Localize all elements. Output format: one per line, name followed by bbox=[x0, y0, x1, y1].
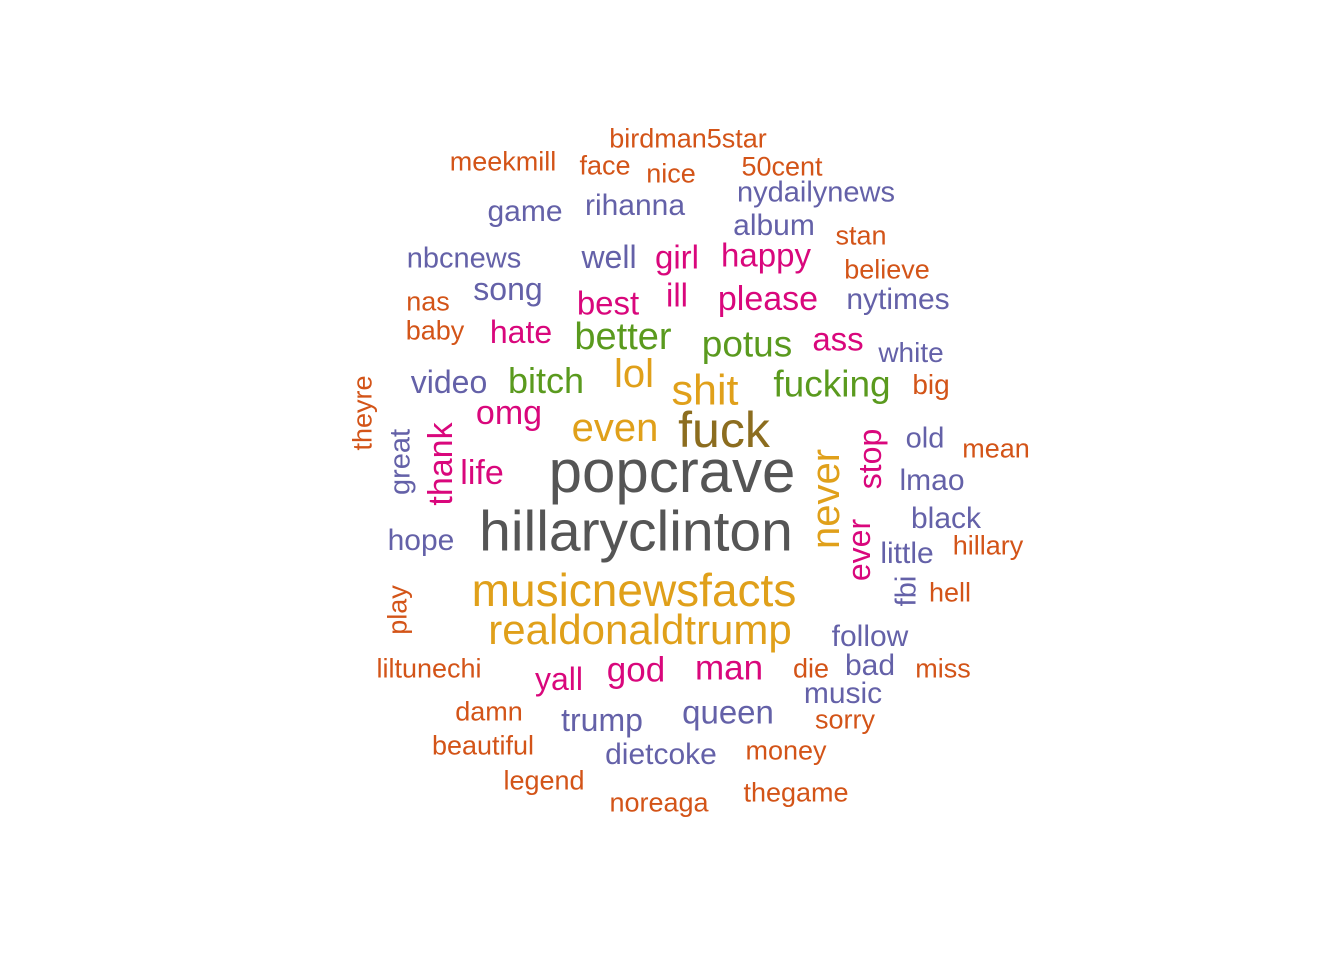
word-never: never bbox=[804, 448, 848, 550]
word-potus: potus bbox=[701, 323, 793, 365]
word-girl: girl bbox=[654, 238, 700, 276]
word-fuck: fuck bbox=[678, 402, 770, 458]
word-big: big bbox=[912, 369, 950, 400]
word-hillaryclinton: hillaryclinton bbox=[479, 499, 793, 564]
word-mean: mean bbox=[962, 433, 1030, 464]
word-noreaga: noreaga bbox=[609, 787, 709, 818]
word-beautiful: beautiful bbox=[431, 730, 535, 761]
word-fbi: fbi bbox=[890, 575, 923, 607]
word-even: even bbox=[571, 406, 659, 450]
word-face: face bbox=[579, 150, 631, 181]
word-ill: ill bbox=[666, 276, 688, 314]
word-popcrave: popcrave bbox=[548, 438, 796, 505]
word-sorry: sorry bbox=[815, 704, 875, 735]
word-thegame: thegame bbox=[743, 777, 849, 808]
word-lol: lol bbox=[613, 352, 655, 396]
word-album: album bbox=[733, 209, 815, 242]
word-man: man bbox=[694, 648, 764, 688]
word-thank: thank bbox=[422, 422, 460, 506]
word-nydailynews: nydailynews bbox=[737, 176, 895, 209]
word-better: better bbox=[574, 316, 672, 358]
word-theyre: theyre bbox=[347, 375, 378, 451]
word-follow: follow bbox=[831, 620, 909, 653]
word-50cent: 50cent bbox=[741, 151, 823, 182]
word-fucking: fucking bbox=[773, 363, 891, 405]
word-bitch: bitch bbox=[507, 360, 585, 401]
word-well: well bbox=[581, 239, 637, 275]
word-hell: hell bbox=[928, 577, 972, 608]
word-game: game bbox=[487, 195, 563, 228]
word-ever: ever bbox=[841, 518, 877, 582]
word-legend: legend bbox=[503, 765, 585, 796]
word-believe: believe bbox=[844, 254, 930, 285]
word-nytimes: nytimes bbox=[846, 283, 950, 316]
word-play: play bbox=[382, 585, 413, 635]
word-video: video bbox=[410, 364, 488, 400]
word-stan: stan bbox=[835, 220, 887, 251]
word-nbcnews: nbcnews bbox=[406, 242, 522, 275]
word-hillary: hillary bbox=[952, 530, 1024, 561]
word-best: best bbox=[576, 284, 640, 322]
word-hope: hope bbox=[387, 524, 455, 557]
word-trump: trump bbox=[561, 702, 643, 738]
word-musicnewsfacts: musicnewsfacts bbox=[471, 564, 797, 616]
word-liltunechi: liltunechi bbox=[376, 653, 482, 684]
word-nas: nas bbox=[406, 286, 450, 317]
word-rihanna: rihanna bbox=[584, 189, 686, 222]
word-queen: queen bbox=[682, 693, 774, 731]
word-great: great bbox=[384, 428, 417, 496]
word-damn: damn bbox=[455, 696, 523, 727]
word-music: music bbox=[803, 677, 883, 710]
word-nice: nice bbox=[646, 158, 696, 189]
word-white: white bbox=[878, 337, 944, 368]
word-stop: stop bbox=[852, 428, 888, 490]
word-hate: hate bbox=[489, 314, 553, 350]
word-lmao: lmao bbox=[899, 464, 965, 497]
word-bad: bad bbox=[844, 649, 896, 682]
word-old: old bbox=[905, 422, 945, 455]
word-ass: ass bbox=[812, 320, 864, 358]
word-shit: shit bbox=[671, 366, 739, 415]
word-song: song bbox=[473, 271, 543, 307]
word-die: die bbox=[792, 653, 830, 684]
word-life: life bbox=[460, 454, 504, 492]
word-dietcoke: dietcoke bbox=[605, 738, 717, 771]
word-omg: omg bbox=[475, 394, 543, 432]
word-please: please bbox=[717, 280, 819, 318]
word-birdman5star: birdman5star bbox=[609, 123, 767, 154]
word-baby: baby bbox=[405, 315, 465, 346]
word-yall: yall bbox=[534, 661, 584, 697]
word-happy: happy bbox=[721, 236, 811, 274]
word-little: little bbox=[880, 537, 934, 570]
word-god: god bbox=[606, 650, 666, 690]
word-black: black bbox=[910, 502, 982, 535]
word-miss: miss bbox=[915, 653, 971, 684]
word-money: money bbox=[745, 735, 827, 766]
word-meekmill: meekmill bbox=[449, 146, 557, 177]
word-realdonaldtrump: realdonaldtrump bbox=[488, 606, 792, 653]
